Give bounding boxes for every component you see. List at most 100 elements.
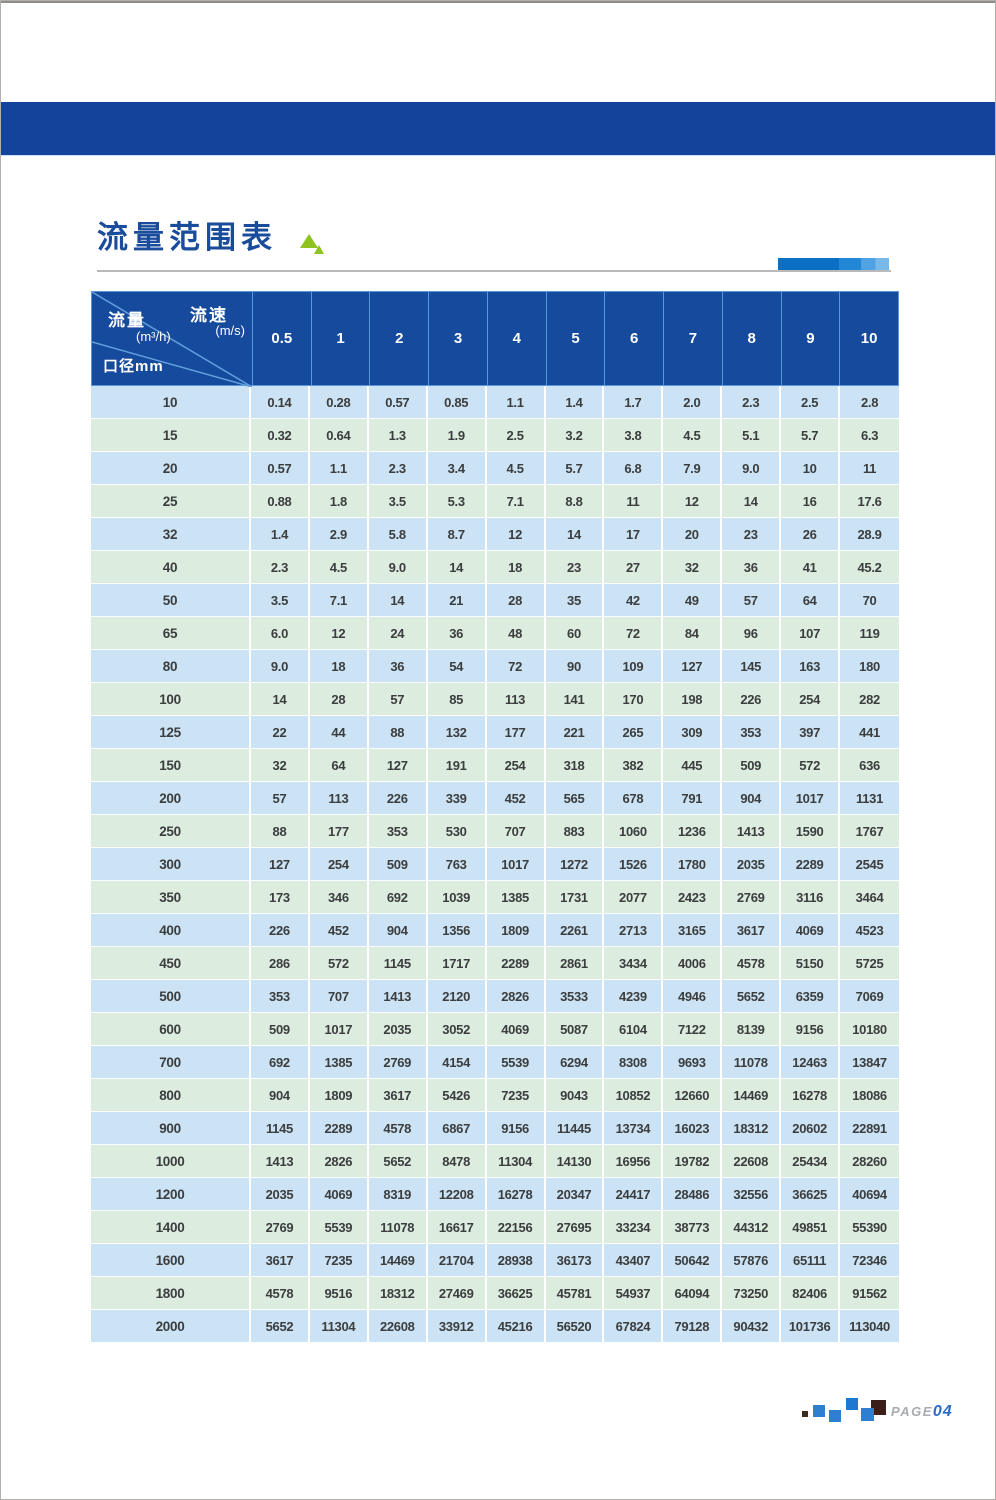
flow-value-cell: 28486	[663, 1178, 723, 1210]
flow-value-cell: 12	[663, 485, 723, 517]
table-row: 15 0.32 0.64 1.3 1.9 2.5 3.2 3.8 4.5 5.1 5.7 6.3	[91, 419, 899, 452]
table-body: 10 0.14 0.28 0.57 0.85 1.1 1.4 1.7 2.0 2.3 2.5 2.8 1…	[91, 386, 899, 1343]
flow-value-cell: 1590	[781, 815, 841, 847]
flow-value-cell: 309	[663, 716, 723, 748]
footer-square-dark-small	[802, 1411, 808, 1417]
flow-value-cell: 0.28	[310, 386, 369, 418]
flow-value-cell: 14	[251, 683, 310, 715]
flow-value-cell: 173	[251, 881, 310, 913]
flow-value-cell: 36173	[546, 1244, 605, 1276]
flow-value-cell: 254	[310, 848, 369, 880]
flow-value-cell: 226	[251, 914, 310, 946]
flow-value-cell: 4069	[487, 1013, 546, 1045]
flow-value-cell: 1.4	[546, 386, 605, 418]
table-row: 350 173 346 692 1039 1385 1731 2077 2423 2769 3116…	[91, 881, 899, 914]
flow-value-cell: 16278	[781, 1079, 841, 1111]
flow-value-cell: 1.1	[310, 452, 369, 484]
velocity-header-cell: 4	[486, 292, 546, 385]
diameter-cell: 600	[91, 1013, 251, 1045]
flow-value-cell: 226	[722, 683, 782, 715]
flow-value-cell: 14	[428, 551, 487, 583]
flow-value-cell: 572	[781, 749, 841, 781]
flow-value-cell: 57	[251, 782, 310, 814]
table-row: 400 226 452 904 1356 1809 2261 2713 3165 3617 4069…	[91, 914, 899, 947]
flow-value-cell: 2769	[722, 881, 782, 913]
flow-value-cell: 55390	[852, 1219, 887, 1235]
flow-value-cell: 14469	[369, 1244, 428, 1276]
title-divider	[97, 258, 891, 272]
diameter-cell: 1200	[91, 1178, 251, 1210]
flow-value-cell: 1131	[856, 790, 884, 806]
flow-value-cell: 353	[369, 815, 428, 847]
flow-value-cell: 54	[428, 650, 487, 682]
corner-velocity-label: 流速	[190, 306, 228, 325]
flow-value-cell: 16956	[604, 1145, 664, 1177]
flow-value-cell: 2769	[251, 1211, 310, 1243]
table-row: 250 88 177 353 530 707 883 1060 1236 1413 1590 1767	[91, 815, 899, 848]
flow-value-cell: 127	[663, 650, 723, 682]
flow-value-cell: 11304	[310, 1310, 369, 1342]
flow-value-cell: 2861	[546, 947, 605, 979]
flow-value-cell: 678	[604, 782, 664, 814]
flow-value-cell: 27695	[546, 1211, 605, 1243]
table-row: 600 509 1017 2035 3052 4069 5087 6104 7122 8139 91…	[91, 1013, 899, 1046]
flow-value-cell: 36625	[781, 1178, 841, 1210]
flow-value-cell: 7235	[310, 1244, 369, 1276]
flow-value-cell: 5.3	[428, 485, 487, 517]
flow-value-cell: 6867	[428, 1112, 487, 1144]
flow-value-cell: 8478	[428, 1145, 487, 1177]
page-title: 流量范围表	[97, 220, 277, 255]
flow-value-cell: 65111	[781, 1244, 841, 1276]
flow-value-cell: 16278	[487, 1178, 546, 1210]
flow-value-cell: 4069	[310, 1178, 369, 1210]
flow-value-cell: 1809	[310, 1079, 369, 1111]
flow-value-cell: 72346	[852, 1252, 887, 1268]
flow-value-cell: 5.8	[369, 518, 428, 550]
flow-value-cell: 265	[604, 716, 664, 748]
corner-header-cell: 流量 (m³/h) 流速 (m/s) 口径mm	[92, 292, 252, 387]
flow-value-cell: 318	[546, 749, 605, 781]
flow-value-cell: 7.1	[487, 485, 546, 517]
flow-value-cell: 452	[487, 782, 546, 814]
flow-value-cell: 2.5	[487, 419, 546, 451]
flow-value-cell: 56520	[546, 1310, 605, 1342]
flow-value-cell: 64	[310, 749, 369, 781]
flow-value-cell: 3617	[369, 1079, 428, 1111]
flow-value-cell: 132	[428, 716, 487, 748]
flow-value-cell: 3.5	[369, 485, 428, 517]
table-row: 300 127 254 509 763 1017 1272 1526 1780 2035 2289 2…	[91, 848, 899, 881]
velocity-header-cell: 1	[310, 292, 370, 385]
flow-value-cell: 14	[369, 584, 428, 616]
table-row: 25 0.88 1.8 3.5 5.3 7.1 8.8 11 12 14 16 17.6	[91, 485, 899, 518]
flow-value-cell: 4.5	[663, 419, 723, 451]
table-row: 125 22 44 88 132 177 221 265 309 353 397 441	[91, 716, 899, 749]
flow-value-cell: 2769	[369, 1046, 428, 1078]
flow-value-cell: 692	[369, 881, 428, 913]
flow-value-cell: 45781	[546, 1277, 605, 1309]
flow-value-cell: 5725	[855, 955, 884, 971]
flow-value-cell: 10852	[604, 1079, 664, 1111]
flow-value-cell: 9516	[310, 1277, 369, 1309]
flow-value-cell: 1356	[428, 914, 487, 946]
flow-value-cell: 17.6	[857, 493, 882, 509]
flow-value-cell: 28.9	[857, 526, 882, 542]
flow-value-cell: 4523	[855, 922, 884, 938]
flow-value-cell: 1145	[251, 1112, 310, 1144]
flow-value-cell: 1236	[663, 815, 723, 847]
flow-value-cell: 1731	[546, 881, 605, 913]
table-row: 2000 5652 11304 22608 33912 45216 56520 67824 79…	[91, 1310, 899, 1343]
table-row: 1400 2769 5539 11078 16617 22156 27695 33234 387…	[91, 1211, 899, 1244]
flow-value-cell: 763	[428, 848, 487, 880]
flow-value-cell: 4.5	[310, 551, 369, 583]
flow-value-cell: 2035	[251, 1178, 310, 1210]
table-row: 1800 4578 9516 18312 27469 36625 45781 54937 640…	[91, 1277, 899, 1310]
diameter-cell: 350	[91, 881, 251, 913]
flow-value-cell: 5150	[781, 947, 841, 979]
flow-value-cell: 339	[428, 782, 487, 814]
flow-value-cell: 11078	[369, 1211, 428, 1243]
flow-value-cell: 2.5	[781, 386, 841, 418]
flow-value-cell: 12208	[428, 1178, 487, 1210]
flow-value-cell: 1272	[546, 848, 605, 880]
flow-value-cell: 0.57	[369, 386, 428, 418]
table-row: 10 0.14 0.28 0.57 0.85 1.1 1.4 1.7 2.0 2.3 2.5 2.8	[91, 386, 899, 419]
